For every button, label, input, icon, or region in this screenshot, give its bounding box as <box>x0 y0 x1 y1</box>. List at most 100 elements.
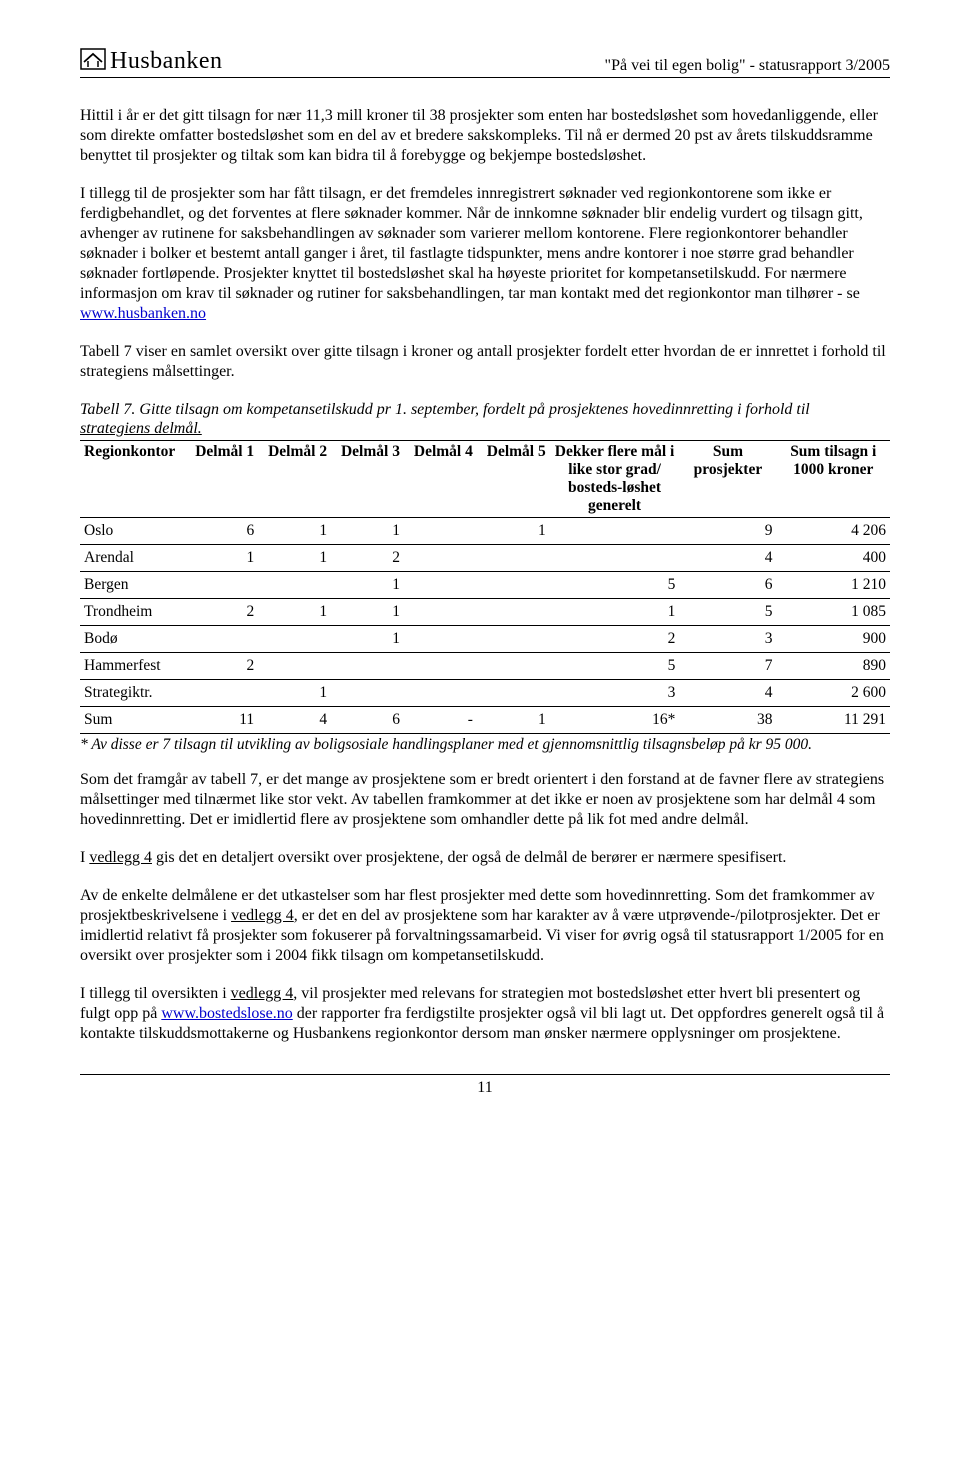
cell: 1 <box>331 625 404 652</box>
cell: 5 <box>550 652 680 679</box>
cell <box>404 679 477 706</box>
cell <box>404 517 477 544</box>
paragraph-6: Av de enkelte delmålene er det utkastels… <box>80 886 890 966</box>
cell: 2 <box>185 652 258 679</box>
cell-region: Oslo <box>80 517 185 544</box>
cell: 1 <box>258 544 331 571</box>
col-sumkr-text: Sum tilsagn i 1000 kroner <box>781 443 886 479</box>
paragraph-intro-3: Tabell 7 viser en samlet oversikt over g… <box>80 342 890 382</box>
cell <box>331 652 404 679</box>
paragraph-intro-1: Hittil i år er det gitt tilsagn for nær … <box>80 106 890 166</box>
cell: 1 <box>550 598 680 625</box>
cell: 1 <box>331 598 404 625</box>
p5-vedlegg4: vedlegg 4 <box>89 849 152 866</box>
cell: 4 206 <box>777 517 890 544</box>
page-number: 11 <box>477 1079 492 1096</box>
cell: 2 600 <box>777 679 890 706</box>
cell <box>258 625 331 652</box>
table-row: Strategiktr. 1 3 4 2 600 <box>80 679 890 706</box>
col-d5: Delmål 5 <box>477 441 550 517</box>
cell: 6 <box>185 517 258 544</box>
cell <box>477 625 550 652</box>
cell: 4 <box>679 544 776 571</box>
cell: 900 <box>777 625 890 652</box>
cell: 2 <box>185 598 258 625</box>
cell <box>477 652 550 679</box>
col-sumkr: Sum tilsagn i 1000 kroner <box>777 441 890 517</box>
husbanken-link[interactable]: www.husbanken.no <box>80 305 206 322</box>
house-icon <box>80 48 106 75</box>
cell: 38 <box>679 706 776 733</box>
cell: 2 <box>331 544 404 571</box>
table7-header-row: Regionkontor Delmål 1 Delmål 2 Delmål 3 … <box>80 441 890 517</box>
col-region: Regionkontor <box>80 441 185 517</box>
cell <box>477 544 550 571</box>
col-sumproj-text: Sum prosjekter <box>683 443 772 479</box>
cell-region: Arendal <box>80 544 185 571</box>
cell-region: Trondheim <box>80 598 185 625</box>
paragraph-5: I vedlegg 4 gis det en detaljert oversik… <box>80 848 890 868</box>
cell <box>404 598 477 625</box>
table-row: Bergen 1 5 6 1 210 <box>80 571 890 598</box>
cell-region: Strategiktr. <box>80 679 185 706</box>
cell: 1 210 <box>777 571 890 598</box>
paragraph-7: I tillegg til oversikten i vedlegg 4, vi… <box>80 984 890 1044</box>
cell: 1 <box>477 517 550 544</box>
cell-region: Bergen <box>80 571 185 598</box>
col-d1: Delmål 1 <box>185 441 258 517</box>
table-row: Hammerfest 2 5 7 890 <box>80 652 890 679</box>
bostedslose-link[interactable]: www.bostedslose.no <box>161 1005 292 1022</box>
cell: 11 <box>185 706 258 733</box>
cell <box>258 571 331 598</box>
p5-post: gis det en detaljert oversikt over prosj… <box>152 849 786 866</box>
page: Husbanken "På vei til egen bolig" - stat… <box>0 0 960 1137</box>
table7-caption: Tabell 7. Gitte tilsagn om kompetansetil… <box>80 400 890 438</box>
cell <box>477 598 550 625</box>
cell-region: Hammerfest <box>80 652 185 679</box>
cell: 400 <box>777 544 890 571</box>
cell <box>404 625 477 652</box>
cell <box>477 679 550 706</box>
col-d6-text: Dekker flere mål i like stor grad/ boste… <box>554 443 676 514</box>
cell: 4 <box>258 706 331 733</box>
cell <box>550 517 680 544</box>
cell: - <box>404 706 477 733</box>
table-sum-row: Sum 11 4 6 - 1 16* 38 11 291 <box>80 706 890 733</box>
cell: 1 <box>258 517 331 544</box>
table7-caption-line2: strategiens delmål. <box>80 420 202 437</box>
cell-region: Sum <box>80 706 185 733</box>
cell <box>404 652 477 679</box>
p7-vedlegg4: vedlegg 4 <box>231 985 294 1002</box>
cell: 1 <box>331 517 404 544</box>
cell <box>404 544 477 571</box>
table-row: Arendal 1 1 2 4 400 <box>80 544 890 571</box>
col-d6: Dekker flere mål i like stor grad/ boste… <box>550 441 680 517</box>
page-header: Husbanken "På vei til egen bolig" - stat… <box>80 48 890 78</box>
cell <box>331 679 404 706</box>
col-d4: Delmål 4 <box>404 441 477 517</box>
cell: 890 <box>777 652 890 679</box>
p7-a: I tillegg til oversikten i <box>80 985 231 1002</box>
p5-pre: I <box>80 849 89 866</box>
cell: 3 <box>679 625 776 652</box>
table-row: Oslo 6 1 1 1 9 4 206 <box>80 517 890 544</box>
table7-body: Oslo 6 1 1 1 9 4 206 Arendal 1 1 2 4 400 <box>80 517 890 733</box>
col-d2: Delmål 2 <box>258 441 331 517</box>
table7: Regionkontor Delmål 1 Delmål 2 Delmål 3 … <box>80 440 890 733</box>
cell <box>185 625 258 652</box>
cell: 1 <box>477 706 550 733</box>
table-row: Bodø 1 2 3 900 <box>80 625 890 652</box>
cell: 5 <box>550 571 680 598</box>
cell: 2 <box>550 625 680 652</box>
header-report-title: "På vei til egen bolig" - statusrapport … <box>605 57 890 75</box>
logo-text: Husbanken <box>110 48 222 75</box>
cell: 1 085 <box>777 598 890 625</box>
cell <box>185 679 258 706</box>
col-d3: Delmål 3 <box>331 441 404 517</box>
cell: 16* <box>550 706 680 733</box>
table-row: Trondheim 2 1 1 1 5 1 085 <box>80 598 890 625</box>
cell-region: Bodø <box>80 625 185 652</box>
col-sumproj: Sum prosjekter <box>679 441 776 517</box>
cell: 3 <box>550 679 680 706</box>
paragraph-4: Som det framgår av tabell 7, er det mang… <box>80 770 890 830</box>
